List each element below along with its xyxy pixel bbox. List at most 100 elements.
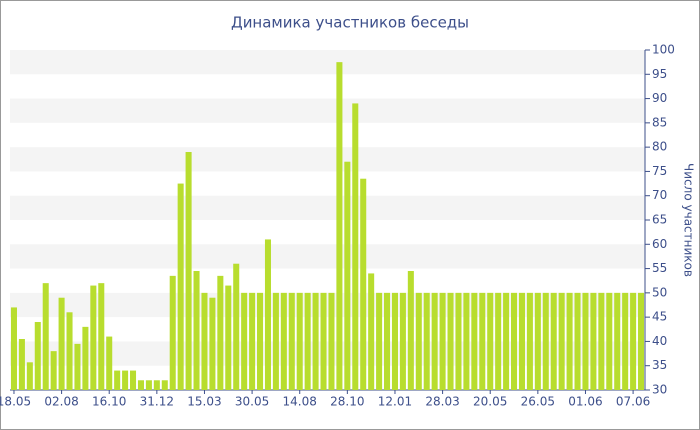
y-tick-label: 45 [652,310,667,324]
bar [217,275,224,390]
bar [344,161,351,390]
bar [487,292,494,390]
bar [526,292,533,390]
bar [10,307,17,390]
bar [161,380,168,390]
bar [638,292,645,390]
bar [280,292,287,390]
x-tick-label: 30.05 [235,395,269,409]
x-tick-label: 26.05 [521,395,555,409]
bar [391,292,398,390]
y-tick-label: 40 [652,334,667,348]
bar [566,292,573,390]
bar [130,370,137,390]
y-tick-label: 55 [652,261,667,275]
bar [550,292,557,390]
bar [225,285,232,390]
bar [122,370,129,390]
bar [98,283,105,390]
bar [304,292,311,390]
grid-band [10,195,645,220]
x-tick-label: 20.05 [473,395,507,409]
bar [296,292,303,390]
y-tick-label: 65 [652,213,667,227]
bar [201,292,208,390]
bar [153,380,160,390]
bar [495,292,502,390]
y-axis-label: Число участников [682,163,696,277]
y-tick-label: 60 [652,237,667,251]
bar [518,292,525,390]
bar [169,275,176,390]
bar [455,292,462,390]
bar [447,292,454,390]
bar [463,292,470,390]
bar [272,292,279,390]
bar [542,292,549,390]
y-tick-label: 100 [652,43,675,57]
bar [368,273,375,390]
bar [439,292,446,390]
y-tick-label: 80 [652,140,667,154]
grid-band [10,244,645,269]
bar [241,292,248,390]
bar [376,292,383,390]
x-tick-label: 12.01 [378,395,412,409]
bar [598,292,605,390]
grid-band [10,50,645,75]
bar [209,297,216,390]
x-tick-label: 31.12 [140,395,174,409]
bar [264,239,271,390]
x-tick-label: 28.10 [330,395,364,409]
bar [622,292,629,390]
bar [534,292,541,390]
bar [415,292,422,390]
bar [399,292,406,390]
bar [58,297,65,390]
bar [423,292,430,390]
y-tick-label: 90 [652,91,667,105]
x-tick-label: 28.03 [425,395,459,409]
bar [50,351,57,390]
bar [471,292,478,390]
bar [145,380,152,390]
y-tick-label: 75 [652,164,667,178]
bar [42,283,49,390]
chart-title: Динамика участников беседы [231,14,469,32]
grid-band [10,341,645,366]
bar [66,312,73,390]
bar [114,370,121,390]
bar [185,152,192,390]
bar [82,326,89,390]
bar [34,322,41,390]
x-tick-label: 16.10 [92,395,126,409]
x-tick-label: 15.03 [187,395,221,409]
bar [558,292,565,390]
grid-band [10,147,645,172]
bar [74,343,81,390]
y-tick-label: 85 [652,115,667,129]
y-tick-label: 70 [652,188,667,202]
bar [137,380,144,390]
bar [233,263,240,390]
bar [288,292,295,390]
bar [90,285,97,390]
bar [360,178,367,390]
x-tick-label: 01.06 [568,395,602,409]
bar [407,271,414,390]
y-tick-label: 35 [652,358,667,372]
bar [193,271,200,390]
bar [320,292,327,390]
bar [328,292,335,390]
bar [574,292,581,390]
bar [511,292,518,390]
grid-band [10,292,645,318]
y-tick-label: 50 [652,285,667,299]
bar [249,292,256,390]
bar [177,183,184,390]
bar [614,292,621,390]
x-tick-label: 02.08 [44,395,78,409]
bar [18,339,25,390]
x-tick-label: 07.06 [616,395,650,409]
x-tick-label: 14.08 [283,395,317,409]
